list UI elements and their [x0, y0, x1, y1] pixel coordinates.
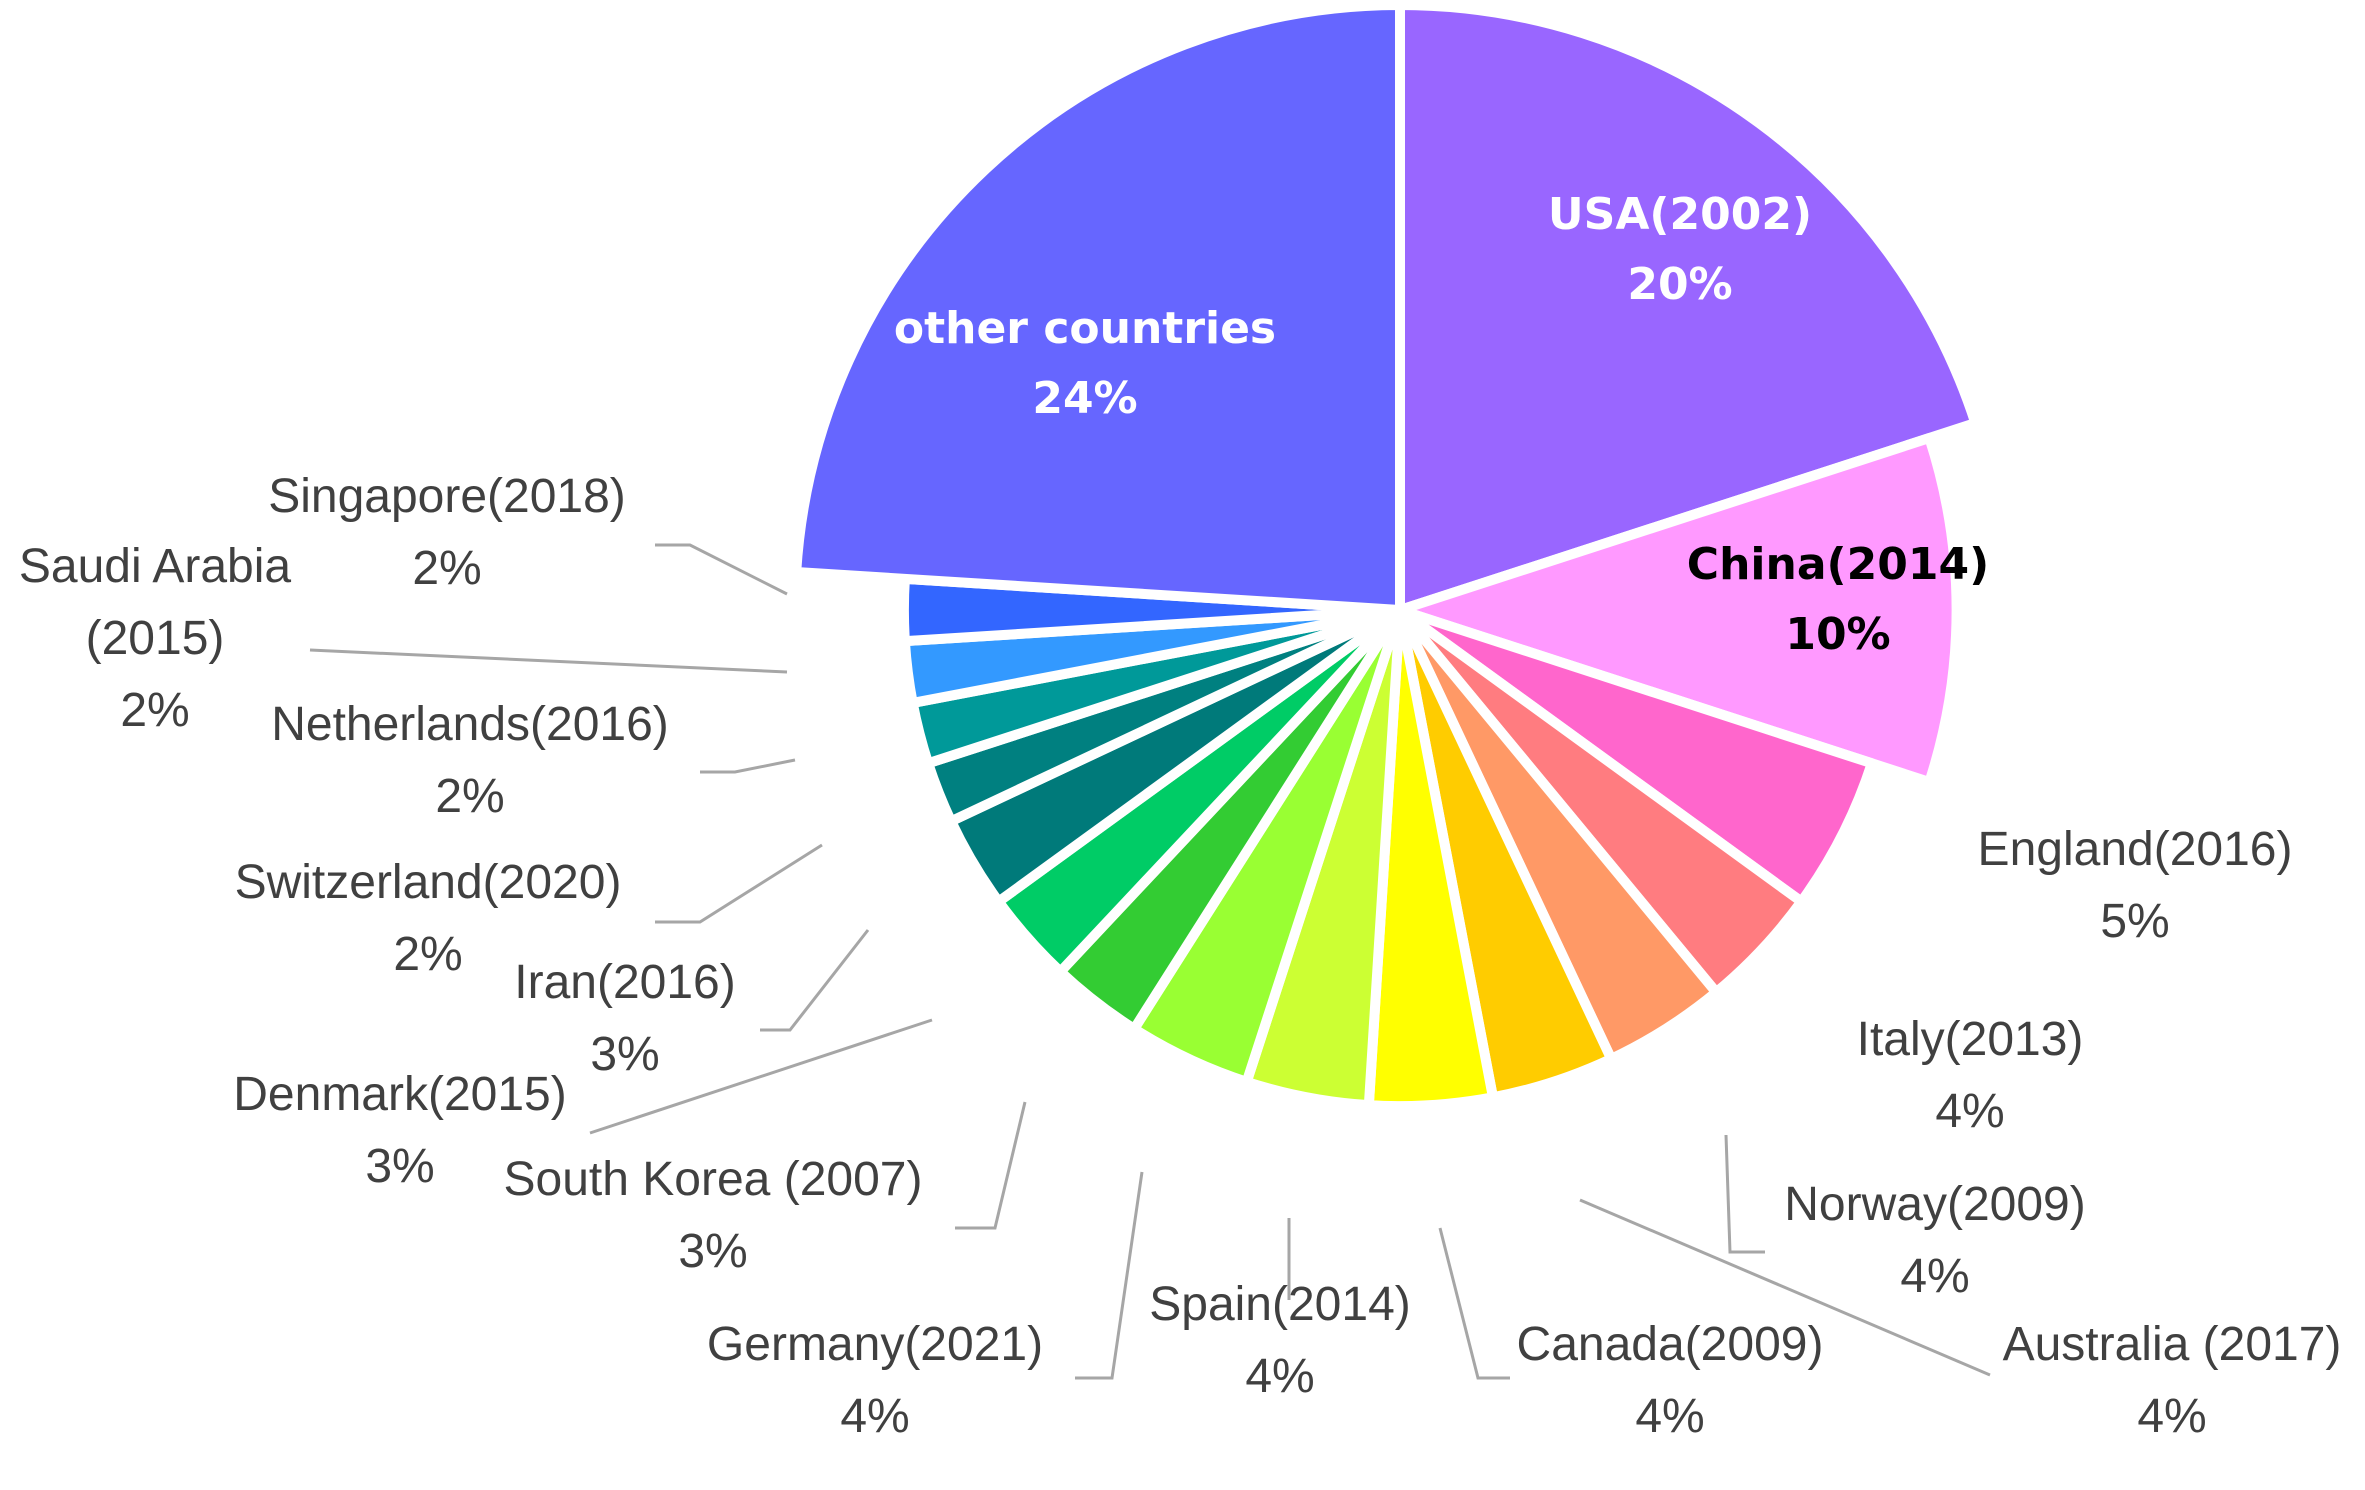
slice-label: Singapore(2018) 2%	[268, 470, 626, 595]
slice-label: Switzerland(2020) 2%	[235, 856, 622, 981]
slice-label: other countries 24%	[894, 303, 1276, 424]
pie-slice	[1395, 433, 1962, 787]
leader-line	[655, 543, 788, 596]
slice-label: Saudi Arabia (2015) 2%	[19, 540, 292, 737]
slice-label: Spain(2014) 4%	[1149, 1278, 1411, 1403]
slice-label: Netherlands(2016) 2%	[271, 698, 669, 823]
leader-line	[655, 843, 823, 924]
pie-slice	[1395, 0, 1981, 615]
leader-line	[760, 929, 870, 1032]
slice-label: Italy(2013) 4%	[1857, 1013, 2084, 1138]
leader-line	[1075, 1171, 1144, 1380]
leader-line	[955, 1101, 1027, 1230]
leader-line	[309, 648, 788, 674]
leader-line	[700, 758, 796, 774]
slice-label: Iran(2016) 3%	[514, 956, 735, 1081]
slice-label: Australia (2017) 4%	[2003, 1318, 2342, 1443]
leader-line	[1579, 1198, 1991, 1377]
slice-label: Germany(2021) 4%	[707, 1318, 1043, 1443]
leader-line	[1724, 1134, 1765, 1254]
slice-label: Norway(2009) 4%	[1784, 1178, 2085, 1303]
leader-line	[1438, 1227, 1510, 1380]
pie-slice	[791, 0, 1405, 615]
slice-label: South Korea (2007) 3%	[504, 1153, 923, 1278]
slice-label: USA(2002) 20%	[1548, 189, 1812, 310]
slice-label: Canada(2009) 4%	[1517, 1318, 1824, 1443]
slice-label: England(2016) 5%	[1978, 823, 2293, 948]
slice-label: Denmark(2015) 3%	[233, 1068, 566, 1193]
slice-label: China(2014) 10%	[1687, 539, 1989, 660]
leader-line	[589, 1018, 933, 1135]
